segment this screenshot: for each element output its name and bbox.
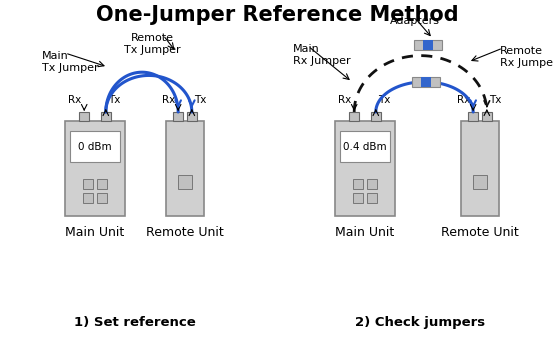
FancyBboxPatch shape xyxy=(83,193,93,203)
FancyBboxPatch shape xyxy=(187,112,197,121)
Text: 1) Set reference: 1) Set reference xyxy=(74,316,196,329)
Text: Tx: Tx xyxy=(378,95,390,105)
Text: Tx: Tx xyxy=(489,95,501,105)
FancyBboxPatch shape xyxy=(367,193,377,203)
FancyBboxPatch shape xyxy=(79,112,89,121)
FancyBboxPatch shape xyxy=(412,77,440,87)
Text: Remote Unit: Remote Unit xyxy=(441,226,519,239)
FancyBboxPatch shape xyxy=(371,112,381,121)
Text: Remote
Rx Jumper: Remote Rx Jumper xyxy=(500,46,554,68)
FancyBboxPatch shape xyxy=(353,179,363,189)
FancyBboxPatch shape xyxy=(367,179,377,189)
Text: Rx: Rx xyxy=(338,95,351,105)
Text: Main
Tx Jumper: Main Tx Jumper xyxy=(42,51,99,73)
Text: Tx: Tx xyxy=(108,95,120,105)
FancyBboxPatch shape xyxy=(97,179,107,189)
FancyBboxPatch shape xyxy=(482,112,492,121)
FancyBboxPatch shape xyxy=(178,175,192,189)
FancyBboxPatch shape xyxy=(421,77,431,87)
FancyBboxPatch shape xyxy=(65,121,125,216)
Text: 0 dBm: 0 dBm xyxy=(78,142,112,152)
Text: Tx: Tx xyxy=(194,95,206,105)
Text: Rx: Rx xyxy=(68,95,81,105)
Text: Main
Rx Jumper: Main Rx Jumper xyxy=(293,44,351,65)
FancyBboxPatch shape xyxy=(340,131,390,162)
Text: Main Unit: Main Unit xyxy=(65,226,125,239)
FancyBboxPatch shape xyxy=(423,40,433,49)
FancyBboxPatch shape xyxy=(83,179,93,189)
FancyBboxPatch shape xyxy=(166,121,204,216)
FancyBboxPatch shape xyxy=(335,121,395,216)
Text: Main Unit: Main Unit xyxy=(335,226,394,239)
Text: One-Jumper Reference Method: One-Jumper Reference Method xyxy=(96,5,458,25)
FancyBboxPatch shape xyxy=(468,112,478,121)
Text: Remote Unit: Remote Unit xyxy=(146,226,224,239)
FancyBboxPatch shape xyxy=(173,112,183,121)
Text: 2) Check jumpers: 2) Check jumpers xyxy=(355,316,485,329)
FancyBboxPatch shape xyxy=(97,193,107,203)
FancyBboxPatch shape xyxy=(70,131,120,162)
FancyBboxPatch shape xyxy=(353,193,363,203)
FancyBboxPatch shape xyxy=(473,175,487,189)
Text: Remote
Tx Jumper: Remote Tx Jumper xyxy=(124,33,180,55)
FancyBboxPatch shape xyxy=(101,112,111,121)
Text: Rx: Rx xyxy=(457,95,470,105)
FancyBboxPatch shape xyxy=(349,112,359,121)
Text: Rx: Rx xyxy=(162,95,175,105)
Text: Adapters: Adapters xyxy=(390,16,440,26)
FancyBboxPatch shape xyxy=(414,40,442,49)
Text: 0.4 dBm: 0.4 dBm xyxy=(343,142,387,152)
FancyBboxPatch shape xyxy=(461,121,499,216)
